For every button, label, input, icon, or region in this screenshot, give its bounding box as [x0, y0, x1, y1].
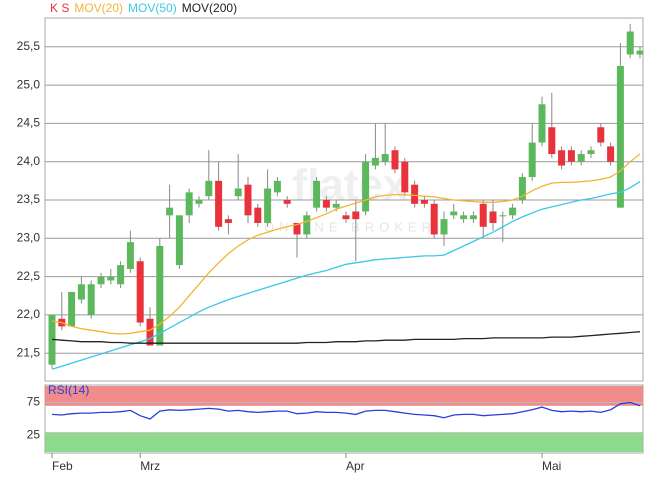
candle-body — [528, 142, 536, 178]
candle-body — [273, 180, 281, 193]
candle-body — [567, 150, 575, 162]
rsi-line — [51, 401, 641, 420]
y-tick-label: 23,5 — [17, 192, 41, 206]
candle-body — [117, 265, 125, 285]
legend-entry: MOV(50) — [128, 1, 177, 15]
candle-body — [489, 211, 497, 223]
candle-body — [616, 65, 624, 208]
moving-average-line — [51, 153, 641, 335]
candle-body — [244, 184, 252, 216]
moving-average-line — [51, 181, 641, 370]
y-tick-label: 23,0 — [17, 230, 41, 244]
candle-body — [215, 180, 223, 227]
watermark: flatex — [293, 161, 408, 210]
rsi-band — [45, 386, 643, 406]
y-tick-label: 21,5 — [17, 345, 41, 359]
y-tick-label: 75 — [27, 395, 41, 409]
rsi-band — [45, 432, 643, 452]
candle-body — [440, 219, 448, 235]
marks — [48, 23, 644, 420]
candle-body — [607, 146, 615, 162]
candle-body — [499, 215, 507, 217]
candle-body — [371, 157, 379, 166]
candle-body — [77, 284, 85, 300]
legend-entry: MOV(200) — [182, 1, 237, 15]
candle-body — [401, 161, 409, 193]
candle-body — [234, 188, 242, 197]
candle-body — [420, 200, 428, 204]
candle-body — [626, 31, 634, 55]
watermark-sub: ONLINE BROKER — [264, 219, 436, 234]
candle-body — [87, 284, 95, 315]
candle-body — [558, 150, 566, 166]
candle-body — [362, 161, 370, 212]
y-tick-label: 24,0 — [17, 154, 41, 168]
y-tick-label: 25,0 — [17, 77, 41, 91]
candle-body — [636, 50, 644, 55]
bands — [45, 386, 643, 452]
candle-body — [518, 177, 526, 200]
candle-body — [97, 276, 105, 285]
candle-body — [411, 184, 419, 204]
candle-body — [224, 219, 232, 223]
candle-body — [195, 200, 203, 204]
candle-body — [538, 104, 546, 143]
candle-body — [332, 203, 340, 208]
candle-body — [283, 200, 291, 204]
candle-body — [205, 180, 213, 197]
x-tick-label: Mrz — [140, 459, 160, 473]
legend-entry: RSI(14) — [48, 383, 89, 397]
legend-entry: K S — [50, 1, 69, 15]
candle-body — [597, 127, 605, 143]
candle-body — [175, 215, 183, 266]
y-tick-label: 24,5 — [17, 116, 41, 130]
legend-entry: MOV(20) — [74, 1, 123, 15]
y-tick-label: 22,0 — [17, 307, 41, 321]
candle-body — [166, 207, 174, 216]
candle-body — [293, 222, 301, 235]
y-tick-label: 22,5 — [17, 269, 41, 283]
candle-body — [460, 215, 468, 220]
y-tick-label: 25,5 — [17, 39, 41, 53]
grid — [45, 46, 643, 458]
y-tick-label: 25 — [27, 428, 41, 442]
legend: K S MOV(20) MOV(50) MOV(200) RSI(14) — [48, 1, 237, 397]
candle-body — [381, 154, 389, 162]
candle-body — [68, 291, 76, 327]
x-tick-label: Mai — [542, 459, 561, 473]
candle-body — [342, 215, 350, 220]
candle-body — [469, 215, 477, 220]
candle-body — [509, 207, 517, 216]
candle-body — [126, 242, 134, 269]
moving-average-line — [51, 331, 641, 344]
candle-body — [146, 318, 154, 346]
candle-body — [107, 276, 115, 281]
x-tick-label: Feb — [52, 459, 73, 473]
candle-body — [450, 211, 458, 216]
candle-body — [322, 200, 330, 208]
candle-body — [352, 211, 360, 220]
candle-body — [254, 207, 262, 223]
candle-body — [303, 215, 311, 235]
candle-body — [430, 203, 438, 235]
candle-body — [548, 127, 556, 155]
candle-body — [136, 261, 144, 323]
candle-body — [185, 192, 193, 216]
candle-body — [156, 245, 164, 346]
candle-body — [479, 203, 487, 227]
x-tick-label: Apr — [346, 459, 365, 473]
candle-body — [587, 150, 595, 155]
candle-body — [391, 150, 399, 170]
candle-body — [577, 154, 585, 162]
candle-body — [313, 180, 321, 208]
candle-body — [264, 188, 272, 223]
